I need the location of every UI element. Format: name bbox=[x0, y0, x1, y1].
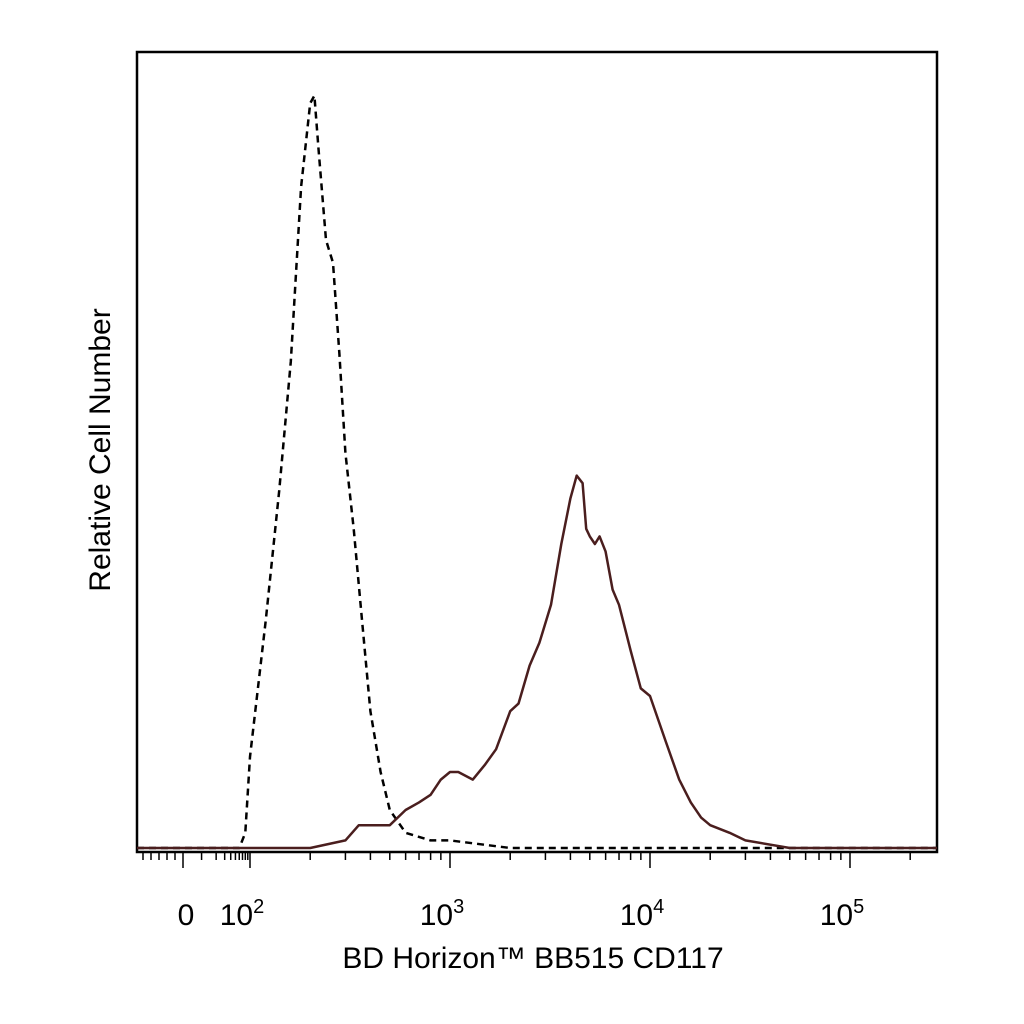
x-tick-label-exponent: 2 bbox=[253, 896, 264, 918]
x-tick-label-exponent: 3 bbox=[453, 896, 464, 918]
isotype-control-curve bbox=[137, 94, 937, 850]
y-axis-title: Relative Cell Number bbox=[84, 308, 117, 591]
x-tick-label: 105 bbox=[820, 896, 865, 932]
stained-sample-curve bbox=[137, 474, 937, 850]
x-tick-label: 104 bbox=[620, 896, 665, 932]
histogram-series bbox=[137, 94, 937, 850]
x-tick-label-exponent: 4 bbox=[653, 896, 664, 918]
x-tick-label: 103 bbox=[420, 896, 465, 932]
x-tick-label-base: 10 bbox=[420, 899, 453, 932]
x-axis-ticks bbox=[142, 852, 911, 868]
plot-frame bbox=[135, 50, 939, 854]
x-tick-label-base: 10 bbox=[620, 899, 653, 932]
x-tick-label: 102 bbox=[220, 896, 265, 932]
x-tick-label-base: 10 bbox=[820, 899, 853, 932]
x-tick-label-base: 10 bbox=[220, 899, 253, 932]
x-tick-label: 0 bbox=[178, 899, 195, 932]
x-tick-label-exponent: 5 bbox=[853, 896, 864, 918]
x-axis-title: BD Horizon™ BB515 CD117 bbox=[342, 942, 723, 975]
x-axis-tick-labels: 0 102 103 104 105 bbox=[178, 896, 865, 932]
